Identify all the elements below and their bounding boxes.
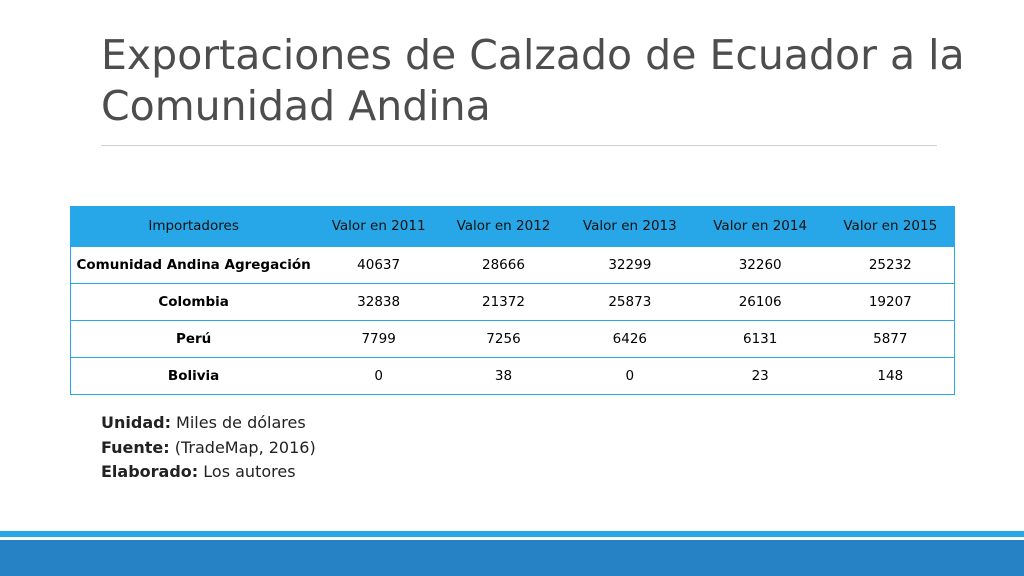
- row-label: Comunidad Andina Agregación: [70, 245, 317, 283]
- table-row: Bolivia 0 38 0 23 148: [70, 356, 955, 394]
- column-header: Valor en 2014: [713, 217, 808, 234]
- row-label: Perú: [70, 319, 317, 357]
- table-cell: 19207: [826, 282, 955, 320]
- table-cell: 32838: [316, 282, 442, 320]
- slide-title: Exportaciones de Calzado de Ecuador a la…: [101, 31, 965, 130]
- row-label: Bolivia: [70, 356, 317, 394]
- table-cell: 6426: [565, 319, 694, 357]
- table-cell: 0: [565, 356, 694, 394]
- table-row: Perú 7799 7256 6426 6131 5877: [70, 319, 955, 357]
- table-cell: 26106: [693, 282, 827, 320]
- table-cell: 32299: [565, 245, 694, 283]
- footer-band: [0, 540, 1024, 576]
- table-cell: 28666: [441, 245, 566, 283]
- note-label: Fuente:: [101, 437, 170, 457]
- table-cell: 40637: [316, 245, 442, 283]
- footer-accent-line: [0, 531, 1024, 537]
- column-header: Valor en 2011: [331, 217, 426, 234]
- table-cell: 0: [316, 356, 442, 394]
- source-note: Fuente: (TradeMap, 2016): [101, 436, 316, 461]
- column-header: Valor en 2012: [456, 217, 551, 234]
- row-label: Colombia: [70, 282, 317, 320]
- table-cell: 38: [441, 356, 566, 394]
- source-notes: Unidad: Miles de dólares Fuente: (TradeM…: [101, 411, 316, 485]
- table-cell: 21372: [441, 282, 566, 320]
- title-divider: [101, 145, 937, 146]
- table-header-row: Importadores Valor en 2011 Valor en 2012…: [70, 206, 955, 246]
- note-label: Elaborado:: [101, 462, 199, 481]
- table-row: Comunidad Andina Agregación 40637 28666 …: [70, 245, 955, 283]
- note-value: Miles de dólares: [170, 413, 306, 432]
- table-cell: 25873: [565, 282, 694, 320]
- table-cell: 7256: [441, 319, 566, 357]
- table-cell: 5877: [826, 319, 955, 357]
- table-cell: 6131: [693, 319, 827, 357]
- column-header: Valor en 2013: [582, 217, 677, 234]
- table-cell: 23: [693, 356, 827, 394]
- unit-note: Unidad: Miles de dólares: [101, 411, 316, 436]
- author-note: Elaborado: Los autores: [101, 460, 316, 485]
- table-cell: 25232: [826, 245, 955, 283]
- table-cell: 148: [826, 356, 955, 394]
- note-value: (TradeMap, 2016): [169, 437, 316, 457]
- column-header: Importadores: [148, 217, 239, 234]
- exports-table: Importadores Valor en 2011 Valor en 2012…: [70, 206, 955, 395]
- table-row: Colombia 32838 21372 25873 26106 19207: [70, 282, 955, 320]
- table-cell: 32260: [693, 245, 827, 283]
- note-label: Unidad:: [101, 413, 171, 432]
- column-header: Valor en 2015: [843, 217, 938, 234]
- table-cell: 7799: [316, 319, 442, 357]
- note-value: Los autores: [198, 462, 296, 481]
